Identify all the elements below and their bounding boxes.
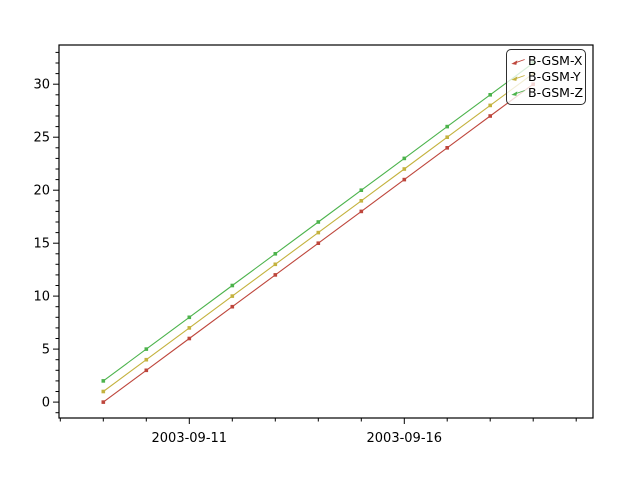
legend: B-GSM-X B-GSM-Y B-GSM-Z [506, 49, 586, 105]
legend-entry-b-gsm-x: B-GSM-X [510, 53, 583, 68]
data-point-marker [488, 93, 492, 97]
legend-arrow-icon-z [511, 90, 525, 97]
legend-label: B-GSM-X [528, 53, 583, 68]
data-point-marker [101, 400, 106, 404]
data-point-marker [402, 167, 407, 171]
y-tick-label: 25 [33, 131, 50, 146]
data-point-marker [445, 124, 449, 129]
data-point-marker [316, 220, 321, 224]
x-tick-label: 2003-09-16 [367, 431, 443, 446]
data-point-marker [144, 368, 149, 373]
plot-frame [58, 44, 594, 419]
legend-arrow-icon-y [511, 74, 525, 81]
data-point-marker [273, 262, 278, 267]
y-tick-label: 15 [33, 237, 50, 252]
data-point-marker [144, 357, 149, 362]
data-point-marker [187, 326, 192, 330]
y-tick-label: 0 [42, 396, 50, 411]
data-point-marker [101, 389, 106, 394]
data-point-marker [316, 241, 321, 245]
data-point-marker [359, 188, 364, 192]
data-point-marker [359, 209, 364, 214]
legend-label: B-GSM-Z [528, 84, 584, 100]
data-point-marker [273, 273, 278, 277]
y-tick-label: 30 [33, 78, 50, 93]
data-point-marker [316, 230, 321, 235]
data-point-marker [359, 199, 364, 203]
data-point-marker [488, 103, 492, 108]
data-point-marker [144, 347, 149, 351]
y-tick-label: 20 [33, 184, 50, 199]
data-point-marker [273, 252, 278, 256]
y-tick-label: 5 [42, 343, 50, 358]
data-point-marker [402, 156, 407, 161]
x-tick-label: 2003-09-11 [152, 431, 228, 446]
legend-entry-b-gsm-y: B-GSM-Y [510, 68, 582, 84]
legend-label: B-GSM-Y [528, 68, 581, 84]
data-point-marker [230, 283, 235, 288]
data-point-marker [402, 177, 407, 182]
data-point-marker [230, 304, 235, 309]
data-point-marker [187, 315, 192, 320]
data-point-marker [445, 146, 449, 150]
legend-entry-b-gsm-z: B-GSM-Z [510, 84, 584, 100]
data-point-marker [488, 114, 492, 118]
data-point-marker [101, 379, 106, 383]
data-point-marker [445, 135, 449, 139]
data-point-marker [230, 294, 235, 298]
y-tick-label: 10 [33, 290, 50, 305]
data-point-marker [187, 336, 192, 341]
legend-arrow-icon-x [511, 58, 525, 65]
